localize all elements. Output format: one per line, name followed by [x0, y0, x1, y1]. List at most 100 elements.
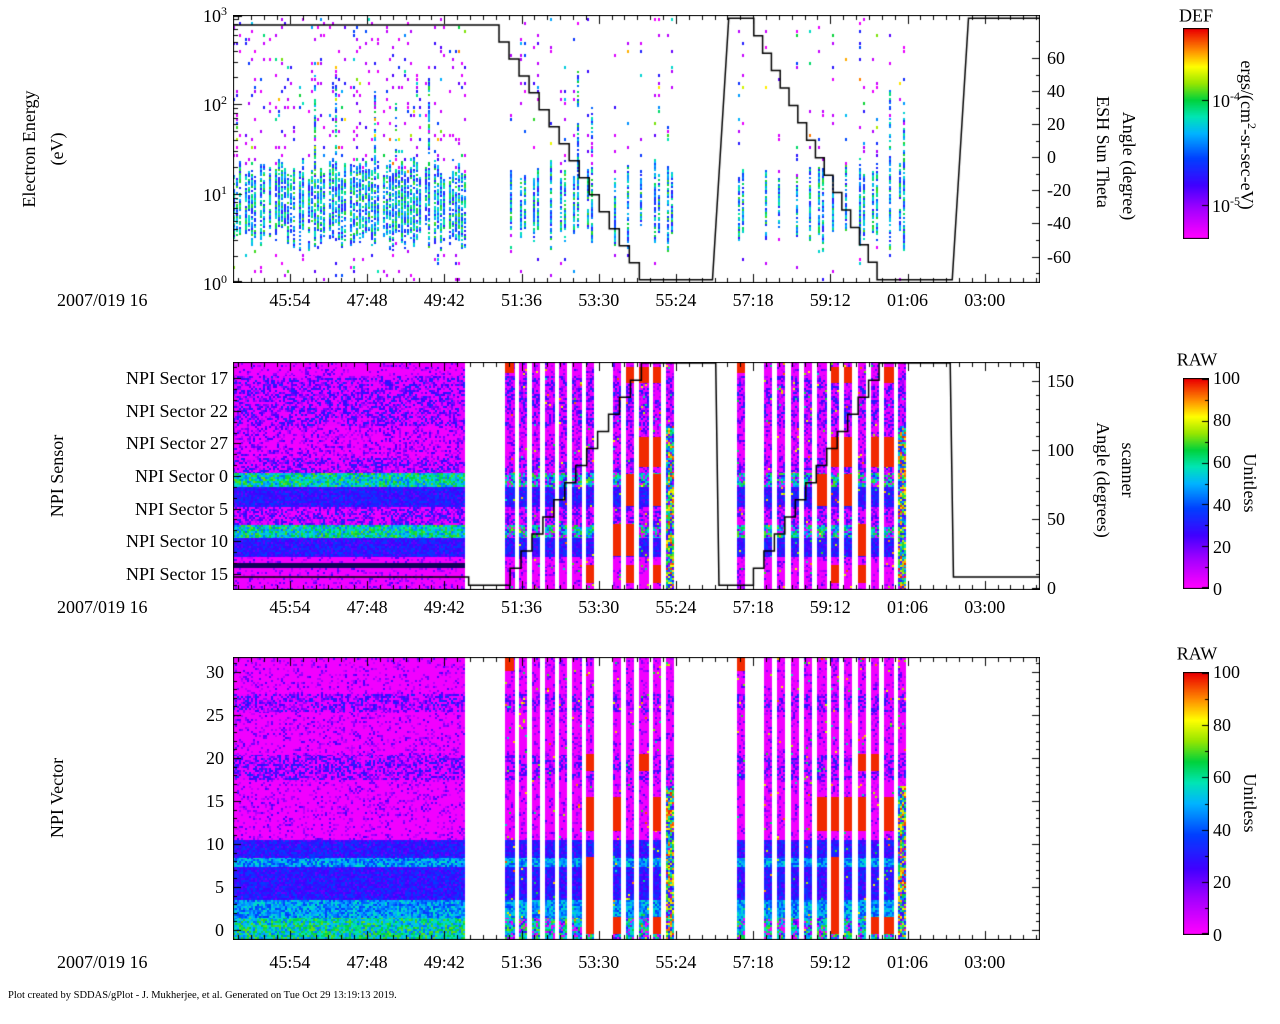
colorbar-title-raw-vector: RAW [1176, 643, 1218, 664]
colorbar-tick-raw: 100 [1213, 368, 1240, 388]
y-tick-label-vector: 30 [206, 662, 224, 682]
colorbar-unit-ergs-part2: -sr-sec-eV) [1237, 129, 1257, 210]
y-tick-label-energy-exp: 1 [221, 182, 227, 197]
right-tick-label-sun-theta: -60 [1047, 246, 1071, 267]
x-tick-label: 59:12 [809, 597, 851, 617]
x-tick-label: 01:06 [887, 290, 929, 310]
x-tick-label: 55:24 [655, 290, 697, 310]
x-tick-label: 57:18 [732, 597, 774, 617]
x-tick-label: 49:42 [423, 290, 465, 310]
x-tick-label: 53:30 [578, 952, 620, 972]
x-axis-date-label: 2007/019 16 [57, 952, 148, 972]
y-tick-label-energy-exp: 2 [221, 93, 227, 108]
colorbar-unit-unitless-vector: Unitless [1240, 773, 1260, 833]
y-tick-label-energy-base: 10 [203, 184, 221, 205]
x-tick-label: 59:12 [809, 290, 851, 310]
raw-colorbar-vector [1183, 672, 1209, 935]
right-tick-label-scanner-angle: 0 [1047, 578, 1056, 598]
y-axis-title-ev: (eV) [47, 132, 67, 166]
colorbar-tick-def-exp: -4 [1230, 88, 1240, 103]
y-tick-label-energy-base: 10 [203, 274, 221, 294]
x-tick-label: 49:42 [423, 597, 465, 617]
right-tick-label-sun-theta: 40 [1047, 81, 1065, 102]
npi-sensor-spectrogram-canvas [233, 362, 1040, 590]
right-axis-title-angle-degrees: Angle (degrees) [1093, 422, 1113, 538]
x-tick-label: 57:18 [732, 952, 774, 972]
colorbar-tick-raw: 100 [1213, 662, 1240, 682]
y-tick-label-npi-sector: NPI Sector 22 [126, 400, 228, 421]
x-tick-label: 47:48 [346, 952, 388, 972]
colorbar-tick-raw: 20 [1213, 536, 1231, 557]
def-colorbar [1183, 28, 1209, 239]
colorbar-tick-def-base: 10 [1212, 90, 1230, 111]
y-tick-label-npi-sector: NPI Sector 27 [126, 433, 228, 454]
colorbar-tick-raw: 60 [1213, 767, 1231, 788]
right-axis-title-esh-sun-theta: ESH Sun Theta [1093, 96, 1113, 208]
plot-credit: Plot created by SDDAS/gPlot - J. Mukherj… [8, 990, 397, 1001]
x-tick-label: 55:24 [655, 597, 697, 617]
colorbar-tick-def: 10-5 [1212, 195, 1240, 215]
x-tick-label: 51:36 [500, 290, 543, 310]
y-tick-label-energy-exp: 0 [221, 272, 227, 286]
colorbar-tick-def: 10-4 [1212, 90, 1240, 110]
colorbar-tick-raw: 80 [1213, 410, 1231, 431]
y-tick-label-energy: 100 [203, 273, 227, 293]
y-tick-label-vector: 20 [206, 748, 224, 768]
colorbar-tick-raw: 0 [1213, 579, 1222, 599]
colorbar-title-def: DEF [1178, 5, 1214, 26]
x-tick-label: 01:06 [887, 952, 929, 972]
y-tick-label-vector: 10 [206, 834, 224, 854]
right-tick-label-sun-theta: 0 [1047, 147, 1056, 168]
y-tick-label-energy-exp: 3 [221, 4, 227, 18]
right-axis-title-angle-degree: Angle (degree) [1119, 111, 1139, 221]
colorbar-title-raw-sensor: RAW [1176, 349, 1218, 370]
colorbar-unit-ergs: ergs/(cm2-sr-sec-eV) [1237, 60, 1259, 210]
colorbar-tick-def-base: 10 [1212, 196, 1230, 217]
x-tick-label: 59:12 [809, 952, 851, 972]
y-tick-label-vector: 0 [215, 920, 224, 940]
right-axis-title-scanner: scanner [1118, 442, 1138, 498]
y-tick-label-vector: 25 [206, 705, 224, 725]
x-axis-date-label: 2007/019 16 [57, 290, 148, 310]
colorbar-tick-raw: 40 [1213, 819, 1231, 840]
x-tick-label: 45:54 [269, 290, 311, 310]
x-tick-label: 53:30 [578, 290, 620, 310]
y-tick-label-energy-base: 10 [203, 95, 221, 116]
x-tick-label: 47:48 [346, 597, 388, 617]
x-tick-label: 03:00 [964, 290, 1006, 310]
x-tick-label: 51:36 [500, 597, 543, 617]
y-tick-label-energy: 102 [203, 94, 227, 114]
y-tick-label-npi-sector: NPI Sector 5 [135, 498, 228, 519]
right-tick-label-scanner-angle: 150 [1047, 371, 1074, 391]
right-tick-label-sun-theta: 20 [1047, 114, 1065, 135]
right-tick-label-scanner-angle: 100 [1047, 440, 1074, 460]
y-tick-label-vector: 15 [206, 791, 224, 811]
colorbar-tick-raw: 20 [1213, 872, 1231, 893]
y-tick-label-npi-sector: NPI Sector 0 [135, 466, 228, 486]
y-tick-label-energy: 101 [203, 184, 227, 204]
right-tick-label-scanner-angle: 50 [1047, 509, 1065, 529]
colorbar-tick-def-exp: -5 [1230, 194, 1240, 209]
x-tick-label: 47:48 [346, 290, 388, 310]
y-tick-label-npi-sector: NPI Sector 15 [126, 563, 228, 584]
x-tick-label: 49:42 [423, 952, 465, 972]
npi-vector-spectrogram-canvas [233, 657, 1040, 940]
x-tick-label: 55:24 [655, 952, 697, 972]
colorbar-tick-raw: 60 [1213, 452, 1231, 473]
y-tick-label-vector: 5 [215, 877, 224, 897]
y-axis-title-npi-vector: NPI Vector [47, 757, 67, 839]
raw-colorbar-sensor [1183, 378, 1209, 589]
y-tick-label-npi-sector: NPI Sector 17 [126, 368, 228, 389]
y-tick-label-energy-base: 10 [203, 6, 221, 26]
y-tick-label-npi-sector: NPI Sector 10 [126, 531, 228, 552]
x-tick-label: 45:54 [269, 952, 311, 972]
x-tick-label: 51:36 [500, 952, 543, 972]
x-tick-label: 57:18 [732, 290, 774, 310]
y-tick-label-energy: 103 [203, 5, 227, 25]
x-tick-label: 45:54 [269, 597, 311, 617]
colorbar-tick-raw: 40 [1213, 494, 1231, 515]
x-tick-label: 01:06 [887, 597, 929, 617]
x-tick-label: 03:00 [964, 597, 1006, 617]
x-tick-label: 03:00 [964, 952, 1006, 972]
